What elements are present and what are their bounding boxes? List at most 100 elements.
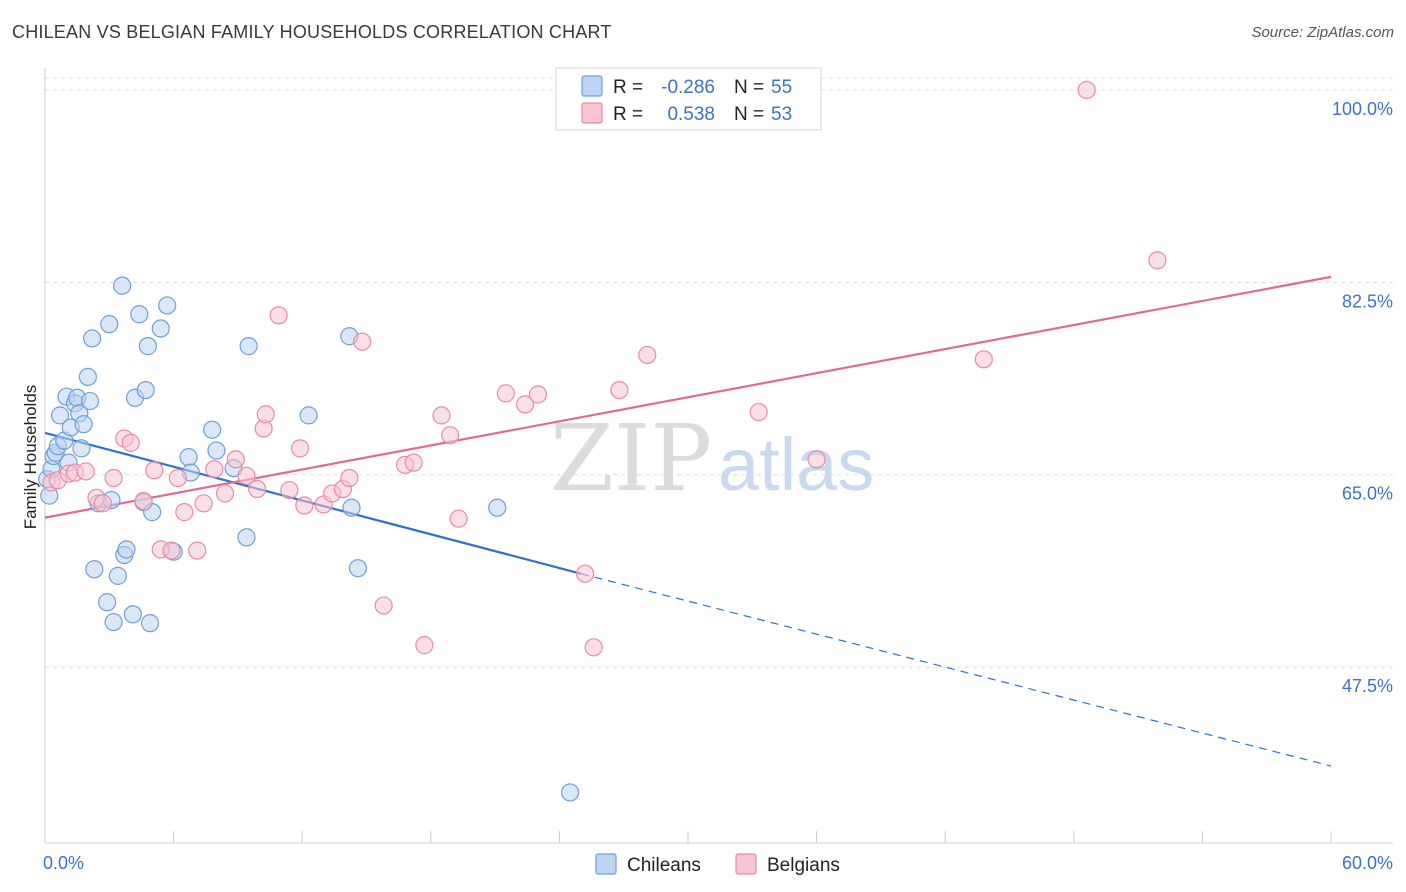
belgian-point <box>353 332 372 351</box>
chilean-point <box>83 329 102 348</box>
belgian-point <box>432 406 451 425</box>
belgian-point <box>974 350 993 369</box>
belgian-point <box>237 466 256 485</box>
belgian-point <box>205 460 224 479</box>
belgian-point <box>121 433 140 452</box>
chilean-point <box>348 559 368 578</box>
belgian-point <box>528 385 548 404</box>
chilean-point <box>74 415 93 434</box>
belgian-point <box>440 426 460 445</box>
legend-n-value: 53 <box>771 104 792 125</box>
belgian-point <box>516 395 535 414</box>
belgian-point <box>280 481 299 500</box>
watermark-atlas: atlas <box>718 423 874 506</box>
chilean-point <box>123 605 142 624</box>
belgian-point <box>248 479 267 499</box>
chilean-point <box>561 783 580 802</box>
source-label: Source: ZipAtlas.com <box>1251 24 1394 41</box>
chilean-point <box>179 448 198 467</box>
belgian-point <box>104 468 123 488</box>
belgian-point <box>749 402 768 422</box>
belgian-point <box>145 461 164 480</box>
belgian-point <box>295 496 314 515</box>
legend-r-label: R = <box>613 77 643 98</box>
bottom-legend-swatch-chileans[interactable] <box>595 853 617 875</box>
belgian-point <box>188 541 207 560</box>
belgian-point <box>256 405 275 424</box>
chilean-point <box>130 305 149 324</box>
belgian-point <box>496 384 515 403</box>
legend-swatch-belgians <box>581 102 603 124</box>
legend-r-value: 0.538 <box>667 104 715 125</box>
y-tick-label: 65.0% <box>1342 484 1393 504</box>
watermark: ZIP atlas <box>550 405 874 512</box>
chilean-point <box>299 406 318 425</box>
y-tick-label: 47.5% <box>1342 676 1393 696</box>
belgian-point <box>449 509 468 528</box>
x-tick-labels: 0.0% 60.0% <box>43 853 1393 873</box>
chilean-point <box>203 420 222 439</box>
belgian-point <box>374 596 393 615</box>
chilean-point <box>104 612 123 632</box>
belgian-point <box>404 453 423 472</box>
belgian-point <box>134 492 153 511</box>
chilean-point <box>85 560 104 579</box>
legend: R = -0.286 N = 55 R = 0.538 N = 53 <box>555 67 822 131</box>
chilean-point <box>158 296 177 315</box>
legend-r-value: -0.286 <box>661 77 715 98</box>
bottom-legend-chileans[interactable]: Chileans <box>627 855 701 876</box>
chilean-point <box>80 391 100 411</box>
y-tick-labels: 100.0% 82.5% 65.0% 47.5% <box>1332 99 1393 696</box>
belgian-point <box>269 306 288 325</box>
belgian-point <box>168 468 187 488</box>
belgian-point <box>807 450 826 469</box>
chilean-point <box>98 593 117 612</box>
chilean-point <box>151 319 170 338</box>
chilean-point <box>239 337 258 356</box>
chilean-point <box>50 406 70 425</box>
legend-r-label: R = <box>613 104 643 125</box>
chilean-point <box>117 540 136 559</box>
belgian-point <box>76 462 95 481</box>
belgian-point <box>290 439 310 458</box>
chilean-point <box>72 439 91 458</box>
chilean-point <box>488 498 507 517</box>
chilean-point <box>113 276 132 295</box>
x-tick-label: 60.0% <box>1342 853 1393 873</box>
legend-n-label: N = <box>734 77 764 98</box>
bottom-legend: Chileans Belgians <box>595 853 840 876</box>
chilean-trend-extension <box>580 573 1332 767</box>
belgian-point <box>584 638 603 657</box>
watermark-zip: ZIP <box>550 405 712 512</box>
belgian-trend-line <box>44 275 1332 519</box>
data-points <box>38 80 1167 802</box>
belgian-point <box>175 503 194 522</box>
belgian-point <box>610 380 629 400</box>
belgian-point <box>162 541 181 560</box>
chilean-point <box>138 337 157 356</box>
y-tick-label: 82.5% <box>1342 291 1393 311</box>
belgian-point <box>226 450 245 469</box>
chilean-point <box>140 614 160 633</box>
grid <box>45 77 1393 668</box>
chilean-point <box>100 315 119 334</box>
chilean-point <box>136 380 155 400</box>
bottom-legend-swatch-belgians[interactable] <box>735 853 757 875</box>
chilean-point <box>237 528 256 547</box>
belgian-point <box>638 345 657 365</box>
belgian-point <box>215 484 235 503</box>
belgian-point <box>93 494 112 513</box>
x-tick-label: 0.0% <box>43 853 84 873</box>
legend-swatch-chileans <box>581 75 603 97</box>
chilean-point <box>78 367 97 387</box>
bottom-legend-belgians[interactable]: Belgians <box>767 855 840 876</box>
legend-n-label: N = <box>734 104 764 125</box>
belgian-point <box>340 468 359 488</box>
chilean-point <box>108 566 127 585</box>
trend-lines <box>44 275 1332 767</box>
chart-title: CHILEAN VS BELGIAN FAMILY HOUSEHOLDS COR… <box>12 22 612 42</box>
y-axis-label: Family Households <box>21 385 40 530</box>
belgian-point <box>194 494 213 513</box>
legend-n-value: 55 <box>771 77 792 98</box>
